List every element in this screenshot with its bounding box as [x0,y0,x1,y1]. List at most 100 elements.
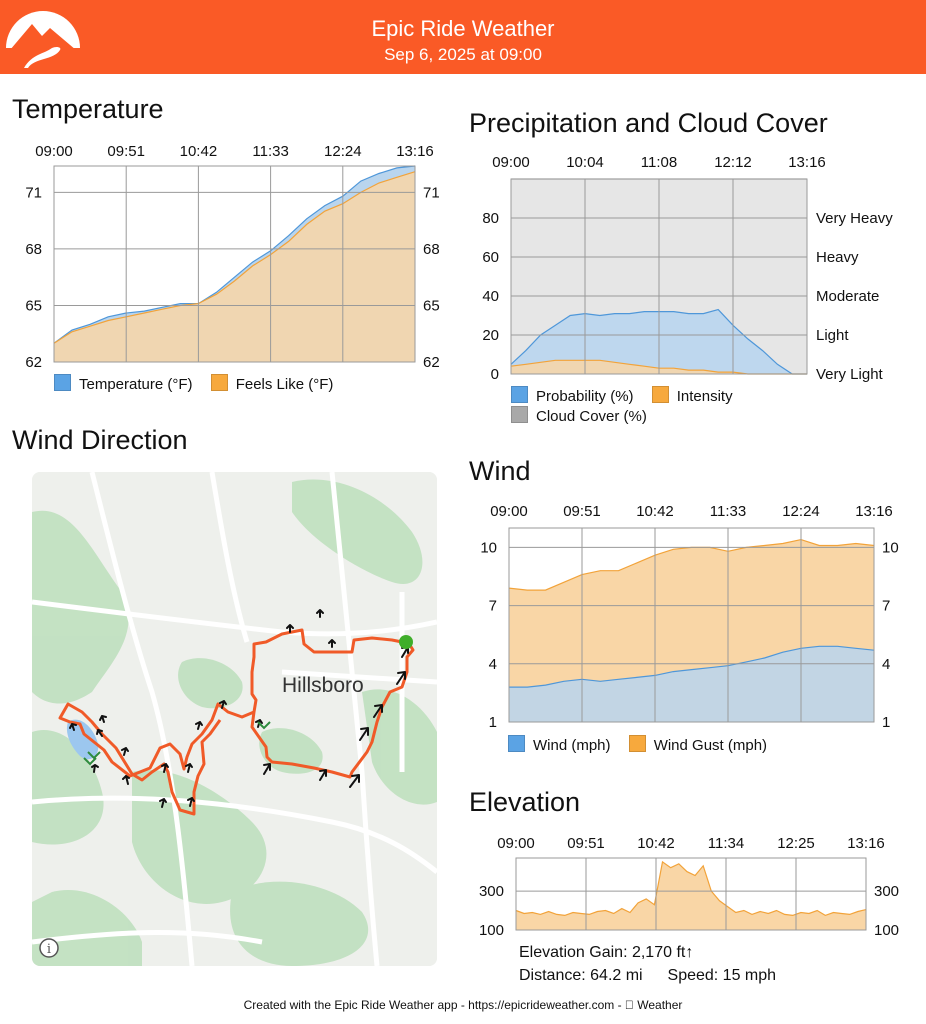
info-icon[interactable]: i [39,938,59,958]
intensity-label: Moderate [816,288,879,305]
footer-credit: Created with the Epic Ride Weather app -… [244,998,683,1012]
legend-swatch-wind-gust [628,735,646,752]
y-tick-label-right: 10 [882,539,899,556]
plot-frame [53,165,416,363]
series-area-1 [54,171,415,362]
x-tick-label: 11:33 [252,143,288,160]
series-line-0 [515,860,867,917]
plot-frame [510,178,808,375]
ride-stats: Elevation Gain: 2,170 ft↑ Distance: 64.2… [519,941,776,987]
precipitation-chart: 09:00 10:04 11:08 12:12 13:16 0 20 40 60 80 Very L… [482,154,893,383]
legend-swatch-intensity [651,386,669,403]
y-tick-label: 20 [482,327,499,344]
elevation-chart: 09:00 09:51 10:42 11:34 12:25 13:16 100 100 300 3… [479,835,899,939]
y-tick-label: 300 [479,883,504,900]
legend-swatch-cloud-cover [511,406,528,423]
app-header: Epic Ride Weather Sep 6, 2025 at 09:00 [0,0,926,74]
x-tick-label: 11:33 [710,503,746,520]
temperature-title: Temperature [12,94,164,124]
x-tick-label: 13:16 [847,835,885,852]
y-tick-label: 65 [25,297,42,314]
y-tick-label-right: 100 [874,922,899,939]
legend-cloud-cover: Cloud Cover (%) [511,406,647,426]
x-tick-label: 09:51 [567,835,605,852]
y-tick-label: 4 [489,656,497,673]
legend-probability: Probability (%) [511,386,634,406]
x-tick-label: 11:08 [641,154,677,171]
legend-swatch-wind [508,735,525,752]
legend-swatch-probability [511,386,528,403]
y-tick-label-right: 62 [423,354,440,371]
precipitation-legend: Probability (%) Intensity Cloud Cover (%… [511,386,811,426]
x-tick-label: 10:42 [636,503,674,520]
wind-title: Wind [469,456,531,486]
series-area-1 [509,646,874,722]
map-canvas: Hillsboro i [32,472,437,966]
y-tick-label: 0 [491,366,499,383]
forecast-datetime: Sep 6, 2025 at 09:00 [384,45,542,64]
x-tick-label: 09:00 [497,835,535,852]
intensity-label: Very Light [816,366,884,383]
intensity-label: Very Heavy [816,210,893,227]
series-line-0 [53,165,416,344]
y-tick-label: 60 [482,249,499,266]
app-title: Epic Ride Weather [371,16,555,41]
wind-chart: 09:00 09:51 10:42 11:33 12:24 13:16 1 1 4 4 7 7 10 10 [480,503,899,731]
x-tick-label: 10:42 [180,143,218,160]
series-line-1 [53,171,416,344]
intensity-label: Light [816,327,849,344]
x-tick-label: 13:16 [855,503,893,520]
distance-value: Distance: 64.2 mi [519,967,643,984]
wind-legend: Wind (mph) Wind Gust (mph) [508,735,781,754]
series-line-1 [509,645,875,688]
x-tick-label: 10:42 [637,835,675,852]
y-tick-label: 80 [482,210,499,227]
y-tick-label: 1 [489,714,497,731]
intensity-label: Heavy [816,249,859,266]
x-tick-label: 13:16 [396,143,434,160]
y-tick-label: 40 [482,288,499,305]
y-tick-label: 62 [25,354,42,371]
route-start-chevrons [83,721,271,766]
series-area-0 [516,861,866,930]
legend-swatch-feels-like [210,374,228,391]
legend-temperature: Temperature (°F) [54,374,193,393]
x-tick-label: 12:12 [714,154,752,171]
y-tick-label-right: 65 [423,297,440,314]
wind-direction-title: Wind Direction [12,425,188,455]
y-tick-label-right: 4 [882,656,890,673]
elevation-title: Elevation [469,787,581,817]
x-tick-label: 12:25 [777,835,815,852]
temperature-legend: Temperature (°F) Feels Like (°F) [54,374,347,393]
x-tick-label: 12:24 [782,503,820,520]
wind-arrows [69,609,409,808]
x-tick-label: 11:34 [708,835,744,852]
route-end-marker[interactable] [399,635,413,649]
y-tick-label: 71 [25,184,42,201]
legend-wind-gust: Wind Gust (mph) [628,735,767,754]
x-tick-label: 10:04 [566,154,604,171]
y-tick-label: 10 [480,539,497,556]
x-tick-label: 09:00 [35,143,73,160]
svg-text:i: i [47,942,51,957]
legend-intensity: Intensity [651,386,733,406]
y-tick-label-right: 68 [423,241,440,258]
distance-speed: Distance: 64.2 mi Speed: 15 mph [519,964,776,987]
elevation-gain: Elevation Gain: 2,170 ft↑ [519,944,694,961]
legend-swatch-temperature [54,374,71,391]
y-tick-label-right: 300 [874,883,899,900]
temperature-chart: 09:00 09:51 10:42 11:33 12:24 13:16 62 62 65 65 68… [25,143,440,371]
y-tick-label-right: 1 [882,714,890,731]
plot-frame [508,527,875,723]
x-tick-label: 09:51 [107,143,145,160]
map-roads [32,472,437,966]
y-tick-label: 100 [479,922,504,939]
legend-feels-like: Feels Like (°F) [210,374,333,393]
speed-value: Speed: 15 mph [667,967,777,984]
wind-direction-map[interactable]: Hillsboro i [32,472,437,966]
y-tick-label-right: 7 [882,598,890,615]
x-tick-label: 09:00 [490,503,528,520]
y-tick-label: 68 [25,241,42,258]
x-tick-label: 12:24 [324,143,362,160]
y-tick-label: 7 [489,598,497,615]
